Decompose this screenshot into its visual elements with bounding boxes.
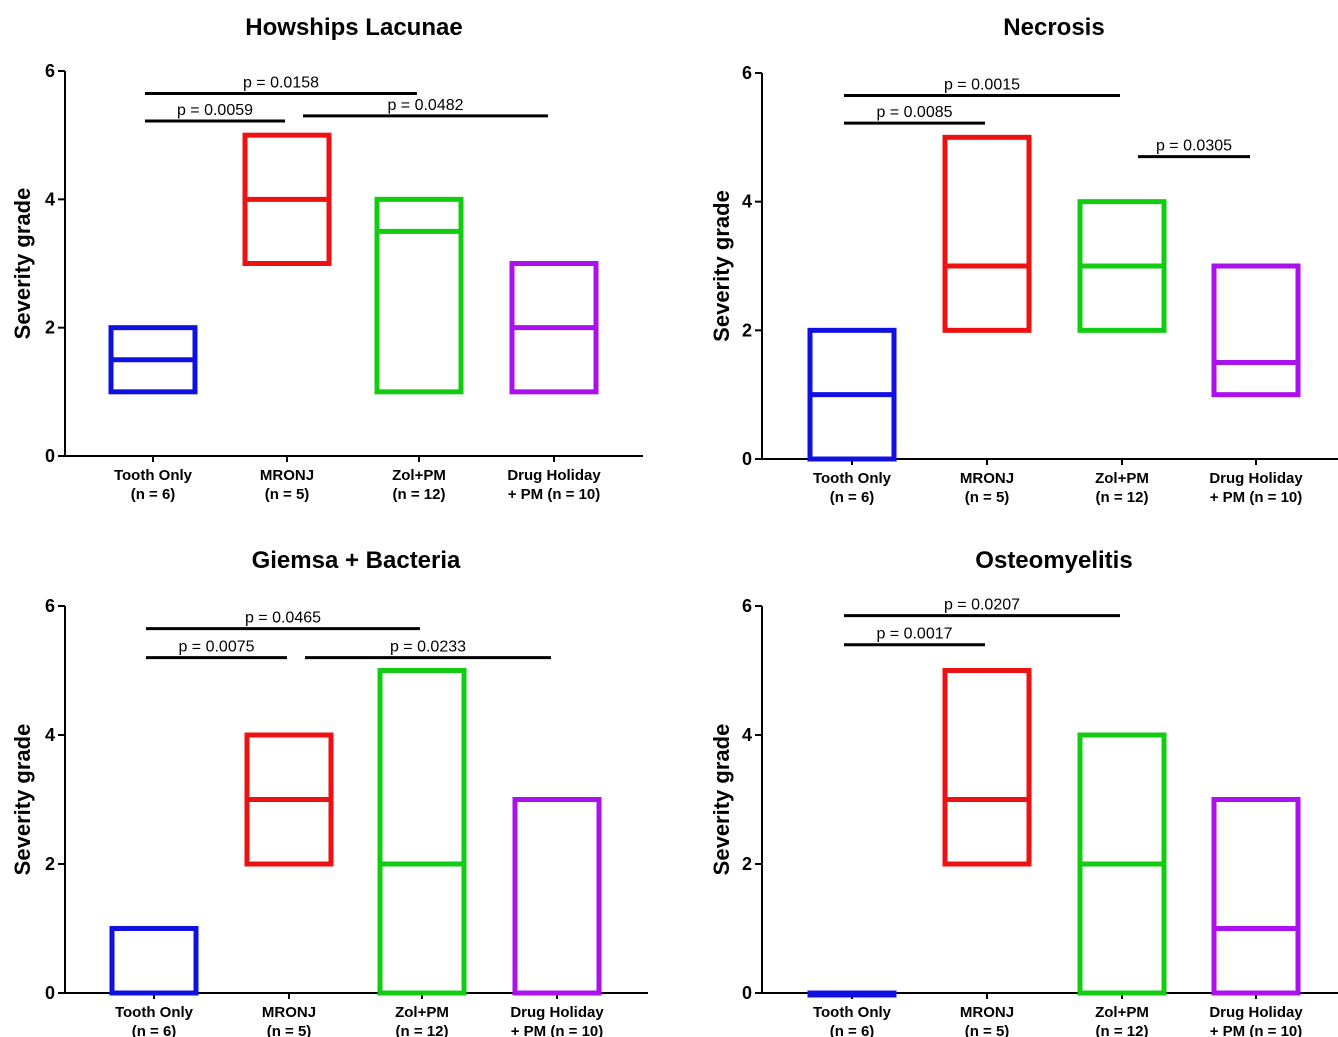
p-value-label: p = 0.0482 <box>387 97 463 114</box>
x-tick-sublabel: (n = 12) <box>393 486 446 503</box>
y-tick-label: 6 <box>45 596 55 616</box>
range-bar <box>1211 263 1301 398</box>
x-tick-sublabel: (n = 5) <box>267 1023 312 1037</box>
p-value-label: p = 0.0015 <box>944 77 1020 94</box>
y-tick-label: 4 <box>742 192 752 212</box>
y-tick-label: 2 <box>742 320 752 340</box>
p-value-label: p = 0.0059 <box>177 102 253 119</box>
y-tick-label: 4 <box>45 189 55 209</box>
x-tick-label: Drug Holiday <box>510 1004 604 1021</box>
chart-panel-howships-lacunae: Howships Lacunae Severity grade 0 2 4 6 Toot… <box>10 14 643 503</box>
x-tick-sublabel: (n = 5) <box>965 489 1010 506</box>
range-bar <box>942 134 1032 333</box>
x-tick-label: Drug Holiday <box>1209 470 1303 487</box>
x-tick-label: Tooth Only <box>813 470 892 487</box>
y-tick-label: 6 <box>742 63 752 83</box>
x-tick-sublabel: + PM (n = 10) <box>511 1023 604 1037</box>
panel-title: Necrosis <box>1003 14 1104 41</box>
range-bar <box>374 196 464 395</box>
x-tick-sublabel: (n = 5) <box>265 486 310 503</box>
y-axis-label: Severity grade <box>10 724 35 876</box>
range-bar <box>109 926 199 996</box>
y-axis-label: Severity grade <box>709 724 734 876</box>
x-tick-label: Zol+PM <box>1095 1004 1149 1021</box>
panel-title: Osteomyelitis <box>975 547 1132 574</box>
p-value-label: p = 0.0233 <box>390 639 466 656</box>
range-bar <box>377 668 467 996</box>
x-tick-sublabel: + PM (n = 10) <box>1210 1023 1303 1037</box>
p-value-label: p = 0.0207 <box>944 597 1020 614</box>
y-tick-label: 6 <box>742 596 752 616</box>
x-tick-label: Tooth Only <box>115 1004 194 1021</box>
y-tick-label: 0 <box>45 983 55 1003</box>
y-tick-label: 0 <box>45 446 55 466</box>
panel-title: Howships Lacunae <box>245 14 462 41</box>
y-axis-label: Severity grade <box>10 188 35 340</box>
y-tick-label: 6 <box>45 61 55 81</box>
p-value-label: p = 0.0305 <box>1156 138 1232 155</box>
range-bar <box>807 990 897 998</box>
chart-panel-giemsa-bacteria: Giemsa + Bacteria Severity grade 0 2 4 6 Too… <box>10 547 648 1037</box>
chart-panel-necrosis: Necrosis Severity grade 0 2 4 6 Tooth Only (n… <box>709 14 1338 506</box>
x-tick-label: Drug Holiday <box>1209 1004 1303 1021</box>
x-tick-sublabel: + PM (n = 10) <box>508 486 601 503</box>
p-value-label: p = 0.0017 <box>876 626 952 643</box>
range-bar <box>942 668 1032 867</box>
x-tick-sublabel: (n = 5) <box>965 1023 1010 1037</box>
p-value-label: p = 0.0465 <box>245 610 321 627</box>
x-tick-sublabel: (n = 6) <box>131 486 176 503</box>
x-tick-sublabel: (n = 12) <box>1096 489 1149 506</box>
chart-panel-osteomyelitis: Osteomyelitis Severity grade 0 2 4 6 Tooth O… <box>709 547 1338 1037</box>
p-value-label: p = 0.0075 <box>178 639 254 656</box>
x-tick-sublabel: + PM (n = 10) <box>1210 489 1303 506</box>
y-axis-label: Severity grade <box>709 190 734 342</box>
y-tick-label: 0 <box>742 449 752 469</box>
panel-title: Giemsa + Bacteria <box>252 547 461 574</box>
x-tick-sublabel: (n = 12) <box>396 1023 449 1037</box>
x-tick-label: Drug Holiday <box>507 467 601 484</box>
range-bar <box>1211 797 1301 996</box>
y-tick-label: 2 <box>45 318 55 338</box>
x-tick-label: MRONJ <box>262 1004 316 1021</box>
range-bar <box>512 797 602 996</box>
x-tick-sublabel: (n = 6) <box>830 1023 875 1037</box>
p-value-label: p = 0.0085 <box>876 104 952 121</box>
x-tick-label: Zol+PM <box>392 467 446 484</box>
y-tick-label: 4 <box>742 725 752 745</box>
y-tick-label: 0 <box>742 983 752 1003</box>
x-tick-sublabel: (n = 12) <box>1096 1023 1149 1037</box>
x-tick-label: MRONJ <box>960 1004 1014 1021</box>
x-tick-label: Tooth Only <box>813 1004 892 1021</box>
p-value-label: p = 0.0158 <box>243 74 319 91</box>
x-tick-sublabel: (n = 6) <box>132 1023 177 1037</box>
x-tick-label: Zol+PM <box>395 1004 449 1021</box>
y-tick-label: 4 <box>45 725 55 745</box>
x-tick-sublabel: (n = 6) <box>830 489 875 506</box>
x-tick-label: MRONJ <box>960 470 1014 487</box>
x-tick-label: Tooth Only <box>114 467 193 484</box>
y-tick-label: 2 <box>742 854 752 874</box>
x-tick-label: MRONJ <box>260 467 314 484</box>
y-tick-label: 2 <box>45 854 55 874</box>
x-tick-label: Zol+PM <box>1095 470 1149 487</box>
